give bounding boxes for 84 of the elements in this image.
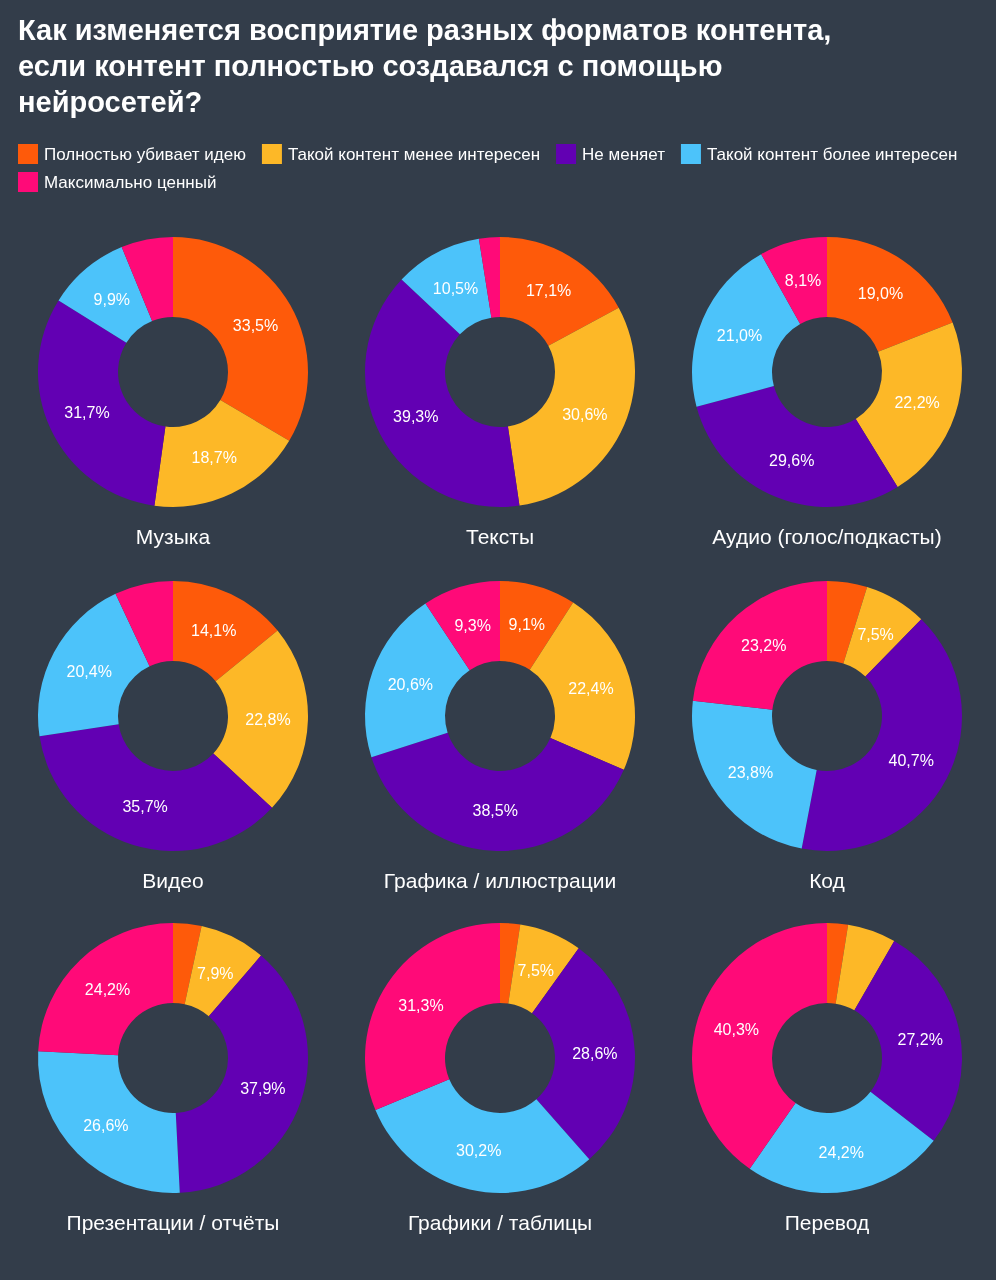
donut-slice [401, 238, 492, 335]
donut-slice [38, 923, 173, 1056]
data-label: 20,6% [387, 676, 434, 694]
data-label: 29,6% [769, 451, 815, 469]
donut-slice [827, 237, 953, 352]
donut-slice [58, 247, 153, 343]
data-label: 7,9% [197, 964, 234, 982]
donut-slice [365, 923, 500, 1111]
data-label: 21,0% [716, 326, 763, 344]
legend-label: Не меняет [582, 145, 666, 164]
legend-label: Такой контент менее интересен [287, 145, 541, 164]
data-label: 26,6% [83, 1116, 129, 1134]
donut-slice [478, 237, 500, 318]
data-label: 18,7% [191, 449, 237, 467]
donut-slice [500, 581, 574, 670]
text: Видео [142, 869, 204, 892]
donut-slice [692, 581, 827, 710]
data-label: 24,2% [818, 1143, 864, 1161]
donut-slice [38, 593, 150, 737]
donut-slice [184, 926, 261, 1017]
text: Графика / иллюстрации [383, 869, 617, 892]
data-label: 9,3% [454, 616, 491, 634]
data-label: 23,2% [741, 636, 787, 654]
donut-slice [38, 1051, 180, 1193]
data-label: 7,5% [517, 961, 555, 979]
data-label: 35,7% [122, 798, 168, 816]
data-label: 22,8% [245, 710, 291, 728]
donut-slice [835, 924, 895, 1011]
legend-label: Полностью убивает идею [44, 145, 247, 164]
data-label: 7,5% [857, 625, 894, 643]
text: Графики / таблицы [407, 1211, 593, 1234]
text: Перевод [784, 1211, 870, 1234]
text: Код [809, 869, 845, 892]
data-label: 30,2% [456, 1142, 502, 1160]
donut-slice [365, 279, 520, 507]
data-label: 40,3% [713, 1021, 760, 1039]
data-label: 27,2% [897, 1031, 943, 1049]
text: Тексты [466, 525, 534, 548]
data-label: 33,5% [232, 316, 279, 334]
donut-slice [173, 237, 308, 441]
data-label: 30,6% [562, 406, 608, 424]
donut-slice [749, 1091, 934, 1193]
data-label: 39,3% [393, 407, 439, 425]
data-label: 38,5% [472, 802, 518, 820]
data-label: 9,1% [508, 616, 546, 634]
data-label: 24,2% [84, 980, 131, 998]
donut-slice [854, 940, 962, 1141]
donut-slice [154, 400, 290, 507]
data-label: 17,1% [525, 281, 572, 299]
donut-slice [855, 322, 962, 488]
legend-label: Такой контент более интересен [706, 145, 958, 164]
text: Как изменяется восприятие разных форматов контента, если контент полностью создавался с помощью нейросетей? [18, 14, 832, 118]
donut-slice [375, 1079, 590, 1193]
data-label: 31,7% [64, 403, 110, 421]
text: Аудио (голос/подкасты) [712, 525, 942, 548]
data-label: 37,9% [240, 1080, 286, 1098]
donut-slice [843, 587, 922, 677]
text: Музыка [135, 525, 211, 548]
data-label: 40,7% [888, 751, 934, 769]
donut-slice [827, 923, 849, 1004]
donut-slice [801, 619, 962, 851]
text: Презентации / отчёты [66, 1211, 280, 1234]
data-label: 28,6% [572, 1044, 618, 1062]
data-label: 9,9% [93, 290, 130, 308]
donut-slice [173, 581, 278, 682]
legend-label: Максимально ценный [44, 173, 217, 192]
data-label: 22,4% [568, 680, 614, 698]
data-label: 22,2% [894, 393, 940, 411]
donut-slice [175, 955, 308, 1193]
donut-slice [692, 700, 817, 849]
data-label: 10,5% [432, 279, 479, 297]
donut-slice [507, 307, 635, 506]
data-label: 19,0% [857, 285, 904, 303]
data-label: 20,4% [66, 662, 112, 680]
donut-slice [115, 581, 173, 667]
data-label: 31,3% [398, 996, 444, 1014]
donut-slice [761, 237, 827, 324]
donut-slice [425, 581, 500, 671]
data-label: 8,1% [784, 271, 822, 289]
data-label: 14,1% [191, 621, 237, 639]
donut-slice [508, 924, 579, 1014]
donut-slice [371, 732, 624, 851]
data-label: 23,8% [727, 763, 774, 781]
donut-slice [500, 237, 619, 346]
